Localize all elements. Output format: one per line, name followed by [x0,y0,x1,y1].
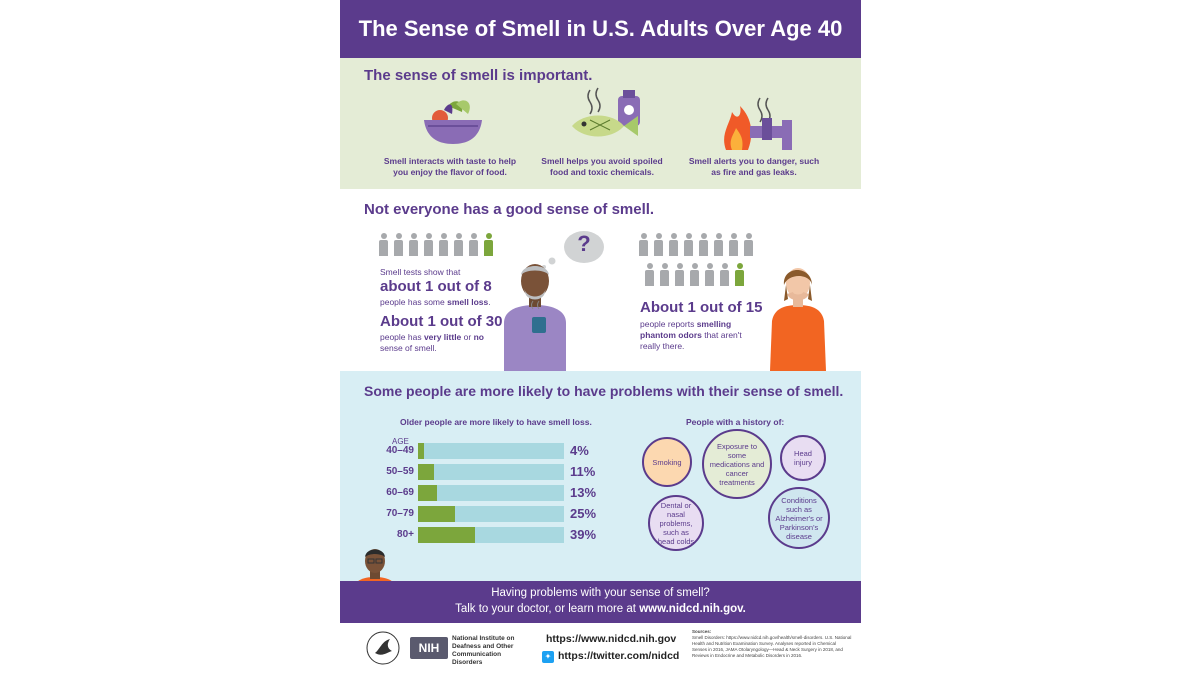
bar-category-label: 60–69 [386,487,414,498]
food-caption: Smell interacts with taste to help you e… [383,156,517,177]
bar-category-label: 70–79 [386,508,414,519]
woman-illustration [766,259,830,371]
history-title: People with a history of: [686,417,785,427]
hhs-seal-logo [366,631,400,665]
age-axis-label: AGE [392,437,409,446]
prevalence-section: Not everyone has a good sense of smell. … [340,189,861,371]
thought-bubble: ? [540,229,606,271]
bar-track [418,464,564,480]
prevalence-heading: Not everyone has a good sense of smell. [364,201,655,218]
person-icon [393,233,404,257]
person-icon-highlight [734,263,745,287]
person-icon [668,233,679,257]
sources: Sources: Smell Disorders: https://www.ni… [692,629,852,659]
person-icon [468,233,479,257]
people-row-1-of-15-top [638,233,754,257]
smell-tests-intro: Smell tests show that [380,267,461,277]
risk-factors-section: Some people are more likely to have prob… [340,371,861,623]
person-icon [704,263,715,287]
bar-category-label: 50–59 [386,466,414,477]
question-mark: ? [577,231,591,256]
sources-text: Smell Disorders: https://www.nidcd.nih.g… [692,635,852,658]
person-icon [653,233,664,257]
history-conditions: Conditions such as Alzheimer's or Parkin… [768,487,830,549]
sources-label: Sources: [692,629,712,634]
website-link[interactable]: https://www.nidcd.nih.gov [546,633,677,645]
bar-track [418,485,564,501]
bar-track [418,527,564,543]
danger-caption: Smell alerts you to danger, such as fire… [688,156,820,177]
older-man-illustration [500,257,570,371]
bar-row-2: 60–69 13% [380,485,610,501]
bar-fill [418,464,435,480]
person-icon [728,233,739,257]
infographic: The Sense of Smell in U.S. Adults Over A… [340,0,861,675]
bar-value-label: 4% [570,443,589,458]
phantom-odors-text: people reports smelling phantom odors th… [640,319,742,351]
history-smoking: Smoking [642,437,692,487]
cta-line-2: Talk to your doctor, or learn more at ww… [455,603,746,615]
people-row-1-of-8 [378,233,494,257]
nih-logo: NIH [410,637,448,659]
person-icon [378,233,389,257]
twitter-link[interactable]: https://twitter.com/nidcd [558,650,680,662]
stat-1-in-30: About 1 out of 30 [380,313,503,330]
footer: NIH National Institute on Deafness and O… [340,623,861,675]
history-medications: Exposure to some medications and cancer … [702,429,772,499]
bar-row-0: 40–49 4% [380,443,610,459]
toxic-caption: Smell helps you avoid spoiled food and t… [541,156,663,177]
twitter-icon: ✦ [542,651,554,663]
cta-link[interactable]: www.nidcd.nih.gov. [639,603,746,615]
bar-value-label: 25% [570,506,597,521]
history-head-injury: Head injury [780,435,826,481]
person-icon [408,233,419,257]
importance-heading: The sense of smell is important. [364,67,593,84]
bar-row-3: 70–79 25% [380,506,610,522]
person-icon [438,233,449,257]
person-icon [698,233,709,257]
bar-value-label: 11% [570,464,596,479]
bar-value-label: 13% [570,485,597,500]
smell-loss-text: people has some smell loss. [380,297,491,307]
person-icon [743,233,754,257]
person-icon [689,263,700,287]
person-icon [683,233,694,257]
cta-banner: Having problems with your sense of smell… [340,581,861,623]
chart-title: Older people are more likely to have sme… [400,417,592,427]
bar-category-label: 80+ [397,529,414,540]
bar-row-1: 50–59 11% [380,464,610,480]
food-bowl-icon [418,96,488,150]
bar-value-label: 39% [570,527,597,542]
history-dental-nasal: Dental or nasal problems, such as head c… [648,495,704,551]
bar-category-label: 40–49 [386,445,414,456]
person-icon [423,233,434,257]
stat-1-in-15: About 1 out of 15 [640,299,763,316]
person-icon [644,263,655,287]
spoiled-fish-toxic-icon [568,86,648,152]
bar-row-4: 80+ 39% [380,527,610,543]
page-title: The Sense of Smell in U.S. Adults Over A… [340,0,861,58]
fire-gas-icon [720,94,796,152]
bar-fill [418,527,475,543]
bar-fill [418,506,455,522]
risk-heading: Some people are more likely to have prob… [364,383,844,399]
person-icon [659,263,670,287]
person-icon [719,263,730,287]
person-icon-highlight [483,233,494,257]
bar-track [418,506,564,522]
bar-fill [418,443,424,459]
cta-line-1: Having problems with your sense of smell… [491,587,710,599]
stat-1-in-8: about 1 out of 8 [380,278,492,295]
importance-section: The sense of smell is important. Smell i… [340,58,861,189]
people-row-1-of-15-bottom [644,263,745,287]
no-smell-text: people has very little or no sense of sm… [380,332,484,353]
institute-name: National Institute on Deafness and Other… [452,635,515,666]
person-icon [638,233,649,257]
bar-track [418,443,564,459]
person-icon [453,233,464,257]
person-icon [713,233,724,257]
bar-fill [418,485,437,501]
person-icon [674,263,685,287]
